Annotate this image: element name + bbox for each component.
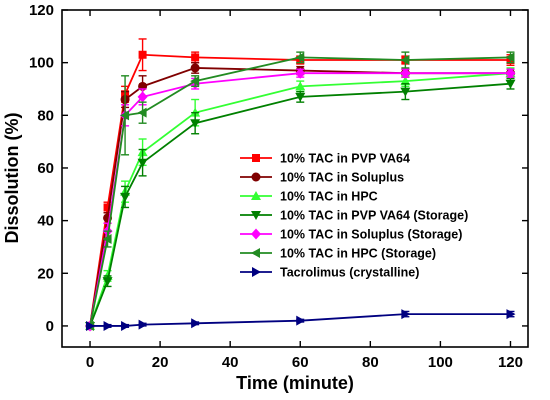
- legend-item: 10% TAC in PVP VA64: [240, 152, 410, 166]
- x-tick-label: 120: [498, 354, 523, 371]
- x-tick-label: 40: [222, 354, 239, 371]
- series-line: [89, 82, 511, 327]
- series-line: [89, 72, 511, 327]
- data-point: [137, 107, 147, 118]
- data-point: [251, 211, 261, 220]
- y-tick-label: 40: [37, 213, 54, 230]
- y-tick-label: 80: [37, 107, 54, 124]
- data-point: [103, 203, 112, 212]
- data-point: [252, 154, 260, 162]
- series-layer: [85, 38, 516, 332]
- data-point: [252, 267, 261, 277]
- y-tick-label: 60: [37, 160, 54, 177]
- series-line: [89, 56, 511, 327]
- y-tick-label: 100: [29, 55, 54, 72]
- data-point: [102, 277, 113, 287]
- data-point: [102, 234, 112, 245]
- legend-item: 10% TAC in HPC (Storage): [240, 247, 436, 261]
- x-tick-label: 60: [292, 354, 309, 371]
- data-point: [400, 87, 411, 97]
- data-point: [191, 53, 200, 62]
- legend-label: Tacrolimus (crystalline): [280, 266, 419, 280]
- data-point: [505, 67, 516, 79]
- data-point: [120, 192, 131, 202]
- data-point: [296, 315, 306, 326]
- data-point: [191, 318, 201, 329]
- legend-label: 10% TAC in Soluplus: [280, 171, 404, 185]
- series-line: [89, 72, 511, 327]
- series-4: [85, 77, 516, 331]
- series-7: [86, 309, 516, 331]
- legend-item: 10% TAC in PVP VA64 (Storage): [240, 209, 468, 223]
- x-tick-label: 0: [86, 354, 94, 371]
- data-point: [121, 320, 131, 331]
- data-point: [190, 119, 201, 129]
- x-tick-label: 100: [428, 354, 453, 371]
- y-tick-label: 20: [37, 265, 54, 282]
- data-point: [251, 248, 260, 258]
- data-point: [251, 191, 261, 200]
- data-point: [295, 67, 306, 79]
- legend-item: 10% TAC in Soluplus: [240, 171, 404, 185]
- x-tick-label: 20: [152, 354, 169, 371]
- series-6: [85, 51, 515, 331]
- x-axis-title: Time (minute): [236, 373, 354, 393]
- data-point: [251, 228, 261, 240]
- data-point: [505, 79, 516, 89]
- data-point: [400, 76, 411, 86]
- data-point: [251, 172, 261, 182]
- y-axis-title: Dissolution (%): [2, 113, 22, 244]
- legend-label: 10% TAC in Soluplus (Storage): [280, 228, 462, 242]
- data-point: [86, 320, 96, 331]
- data-point: [400, 67, 411, 79]
- legend: 10% TAC in PVP VA64 10% TAC in Soluplus 10…: [240, 152, 468, 280]
- data-point: [505, 52, 515, 63]
- data-point: [138, 319, 148, 330]
- data-point: [103, 320, 113, 331]
- plot-area: 0 20 40 60 80 100 120 0 20 40 60 80 100 120: [29, 2, 529, 371]
- data-point: [295, 52, 305, 63]
- legend-label: 10% TAC in PVP VA64 (Storage): [280, 209, 468, 223]
- data-point: [137, 158, 148, 168]
- data-point: [295, 92, 306, 102]
- legend-item: Tacrolimus (crystalline): [240, 266, 419, 280]
- legend-item: 10% TAC in Soluplus (Storage): [240, 228, 462, 242]
- data-point: [295, 81, 306, 91]
- data-point: [400, 55, 410, 66]
- legend-item: 10% TAC in HPC: [240, 190, 378, 204]
- legend-label: 10% TAC in PVP VA64: [280, 152, 410, 166]
- data-point: [120, 110, 130, 121]
- plot-frame: [61, 9, 529, 348]
- legend-label: 10% TAC in HPC: [280, 190, 378, 204]
- y-tick-label: 0: [46, 318, 54, 335]
- data-point: [401, 309, 411, 320]
- data-point: [138, 50, 147, 59]
- axis-ticks: 0 20 40 60 80 100 120 0 20 40 60 80 100 120: [29, 2, 528, 371]
- data-point: [190, 63, 200, 73]
- data-point: [506, 309, 516, 320]
- y-tick-label: 120: [29, 2, 54, 19]
- x-tick-label: 80: [362, 354, 379, 371]
- data-point: [137, 91, 148, 103]
- legend-label: 10% TAC in HPC (Storage): [280, 247, 436, 261]
- data-point: [190, 76, 200, 87]
